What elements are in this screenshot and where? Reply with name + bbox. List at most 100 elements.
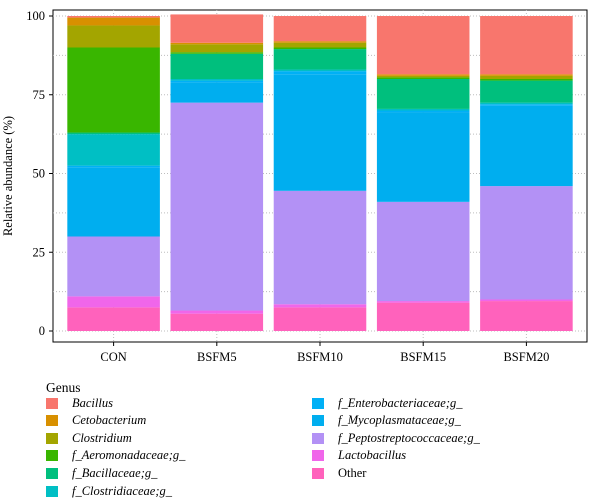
legend-label: f_Clostridiaceae;g_ <box>72 483 172 498</box>
bars <box>67 14 573 331</box>
bar-segment <box>67 17 160 26</box>
legend-label: f_Peptostreptococcaceae;g_ <box>338 430 480 445</box>
bar-segment <box>170 44 264 53</box>
bar-segment <box>480 105 573 187</box>
bar-segment <box>273 190 367 305</box>
legend-item: Bacillus <box>46 394 113 412</box>
bar-segment <box>376 112 470 202</box>
legend-item: f_Peptostreptococcaceae;g_ <box>312 429 480 447</box>
legend-item: Other <box>312 464 366 482</box>
bar-segment <box>480 104 573 106</box>
bar-segment <box>273 74 367 191</box>
legend-item: Clostridium <box>46 429 132 447</box>
bar-segment <box>480 74 573 76</box>
bar-segment <box>480 299 573 302</box>
legend-swatch <box>46 432 58 444</box>
legend-label: Other <box>338 465 367 480</box>
legend-label: f_Enterobacteriaceae;g_ <box>338 395 463 410</box>
bar-segment <box>67 165 160 168</box>
bar-segment <box>273 41 367 43</box>
y-tick-label: 0 <box>39 324 45 338</box>
legend-swatch <box>312 397 324 409</box>
bar-segment <box>376 16 470 75</box>
bar-segment <box>67 296 160 308</box>
y-axis-label: Relative abundance (%) <box>1 116 15 236</box>
legend-swatch <box>46 397 58 409</box>
bar-segment <box>67 16 160 18</box>
legend-label: Bacillus <box>72 395 113 410</box>
x-tick-label: BSFM5 <box>197 350 237 364</box>
legend-item: Cetobacterium <box>46 412 146 430</box>
bar-segment <box>67 132 160 135</box>
legend-swatch <box>46 415 58 427</box>
bar-segment <box>170 42 264 45</box>
legend-item: f_Bacillaceae;g_ <box>46 464 157 482</box>
x-tick-label: CON <box>100 350 126 364</box>
bar-segment <box>376 201 470 302</box>
bar-segment <box>273 71 367 75</box>
x-tick-label: BSFM10 <box>297 350 343 364</box>
bar-segment <box>376 77 470 79</box>
bar-segment <box>273 69 367 72</box>
legend: Genus Bacillus Cetobacterium Clostridium f_… <box>40 380 600 500</box>
bar-segment <box>480 75 573 79</box>
bar-segment <box>376 302 470 331</box>
bar-segment <box>67 167 160 237</box>
legend-swatch <box>46 450 58 462</box>
bar-segment <box>273 47 367 50</box>
bar-segment <box>67 47 160 133</box>
legend-title: Genus <box>46 380 81 395</box>
bar-segment <box>273 49 367 70</box>
legend-label: Cetobacterium <box>72 413 147 428</box>
bar-segment <box>376 108 470 111</box>
bar-segment <box>170 53 264 79</box>
axes: 0 25 50 75 100 CON BSFM5 BSFM10 BSFM15 BSFM20 <box>26 9 549 364</box>
bar-segment <box>170 310 264 314</box>
y-tick-label: 50 <box>33 167 46 181</box>
legend-swatch <box>312 415 324 427</box>
bar-segment <box>273 16 367 42</box>
x-tick-label: BSFM20 <box>503 350 549 364</box>
y-tick-label: 75 <box>33 88 46 102</box>
legend-label: Clostridium <box>72 430 132 445</box>
bar-segment <box>170 52 264 54</box>
bar-segment <box>170 80 264 83</box>
legend-label: f_Aeromonadaceae;g_ <box>72 448 186 463</box>
legend-label: Lactobacillus <box>338 448 407 463</box>
bar-segment <box>273 304 367 308</box>
bar-segment <box>273 42 367 48</box>
y-tick-label: 100 <box>26 9 45 23</box>
bar-segment <box>170 79 264 81</box>
legend-item: f_Enterobacteriaceae;g_ <box>312 394 463 412</box>
bar-segment <box>170 313 264 331</box>
bar-segment <box>376 79 470 109</box>
legend-label: f_Bacillaceae;g_ <box>72 465 158 480</box>
legend-item: f_Mycoplasmataceae;g_ <box>312 412 461 430</box>
bar-segment <box>67 134 160 166</box>
legend-swatch <box>46 467 58 479</box>
legend-swatch <box>312 432 324 444</box>
bar-segment <box>67 25 160 48</box>
legend-item: Lactobacillus <box>312 447 406 465</box>
bar-segment <box>376 75 470 78</box>
bar-segment <box>376 74 470 76</box>
bar-segment <box>67 236 160 297</box>
legend-item: f_Aeromonadaceae;g_ <box>46 447 185 465</box>
bar-segment <box>376 301 470 303</box>
bar-segment <box>170 102 264 311</box>
stacked-bar-chart: 0 25 50 75 100 CON BSFM5 BSFM10 BSFM15 BSFM20 Rel… <box>1 9 588 364</box>
bar-segment <box>67 307 160 331</box>
bar-segment <box>480 80 573 103</box>
bar-segment <box>480 16 573 75</box>
bar-segment <box>480 79 573 81</box>
bar-segment <box>480 102 573 105</box>
bar-segment <box>480 186 573 300</box>
bar-segment <box>170 14 264 43</box>
y-tick-label: 25 <box>33 245 46 259</box>
bar-segment <box>273 307 367 331</box>
legend-swatch <box>312 450 324 462</box>
x-tick-label: BSFM15 <box>400 350 446 364</box>
bar-segment <box>480 301 573 331</box>
legend-item: f_Clostridiaceae;g_ <box>46 482 172 500</box>
legend-label: f_Mycoplasmataceae;g_ <box>338 413 461 428</box>
